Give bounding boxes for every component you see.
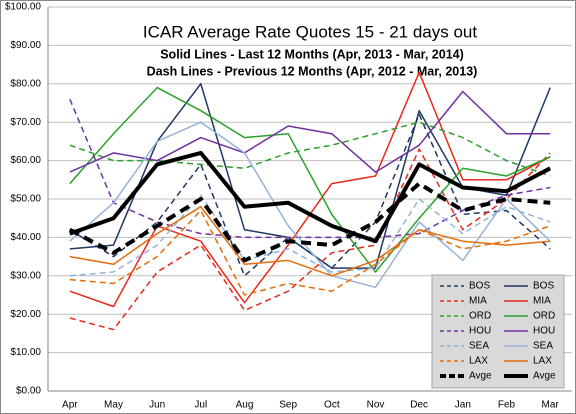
- legend-label: HOU: [533, 326, 555, 337]
- x-tick-label: Jan: [455, 400, 471, 411]
- legend: BOS BOS MIA MIA ORD ORD HOU HOU SEA SEA LAX LAX Avge…: [431, 274, 565, 389]
- legend-label: LAX: [469, 356, 488, 367]
- legend-label: ORD: [469, 311, 491, 322]
- x-tick-label: Dec: [410, 400, 428, 411]
- legend-label: MIA: [469, 296, 487, 307]
- y-tick-label: $90.00: [10, 40, 41, 51]
- x-tick-label: Feb: [498, 400, 516, 411]
- chart-subtitle: Dash Lines - Previous 12 Months (Apr, 20…: [147, 64, 478, 78]
- x-tick-label: Aug: [236, 400, 254, 411]
- legend-label: MIA: [533, 296, 551, 307]
- x-tick-label: Jul: [194, 400, 207, 411]
- y-tick-label: $70.00: [10, 117, 41, 128]
- series-line: [69, 194, 551, 277]
- series-line: [69, 150, 552, 244]
- series-line: [68, 181, 551, 263]
- series-line: [69, 86, 551, 273]
- legend-label: LAX: [533, 356, 552, 367]
- x-tick-label: Nov: [367, 400, 385, 411]
- y-tick-label: $40.00: [10, 232, 41, 243]
- legend-label: SEA: [533, 341, 553, 352]
- x-tick-label: May: [104, 400, 123, 411]
- series-line: [69, 121, 551, 177]
- legend-label: BOS: [533, 281, 554, 292]
- x-tick-label: Sep: [279, 400, 297, 411]
- x-tick-label: Jun: [149, 400, 165, 411]
- y-tick-label: $80.00: [10, 78, 41, 89]
- chart-subtitle: Solid Lines - Last 12 Months (Apr, 2013 …: [160, 47, 464, 61]
- legend-label: HOU: [469, 326, 491, 337]
- y-tick-label: $10.00: [10, 347, 41, 358]
- chart-title: ICAR Average Rate Quotes 15 - 21 days ou…: [143, 22, 477, 41]
- legend-label: ORD: [533, 311, 555, 322]
- y-tick-label: $0.00: [16, 386, 41, 397]
- y-tick-label: $30.00: [10, 270, 41, 281]
- legend-label: SEA: [469, 341, 489, 352]
- x-tick-label: Apr: [62, 400, 78, 411]
- y-tick-label: $100.00: [5, 2, 42, 13]
- legend-label: Avge: [533, 371, 556, 382]
- series-line: [69, 121, 551, 289]
- legend-label: Avge: [469, 371, 492, 382]
- x-tick-label: Oct: [324, 400, 340, 411]
- y-tick-label: $50.00: [10, 194, 41, 205]
- series-line: [69, 90, 551, 173]
- y-tick-label: $60.00: [10, 155, 41, 166]
- legend-label: BOS: [469, 281, 490, 292]
- x-tick-label: Mar: [542, 400, 560, 411]
- series-line: [69, 148, 551, 331]
- series-line: [69, 205, 551, 277]
- y-tick-label: $20.00: [10, 309, 41, 320]
- series-line: [69, 209, 551, 296]
